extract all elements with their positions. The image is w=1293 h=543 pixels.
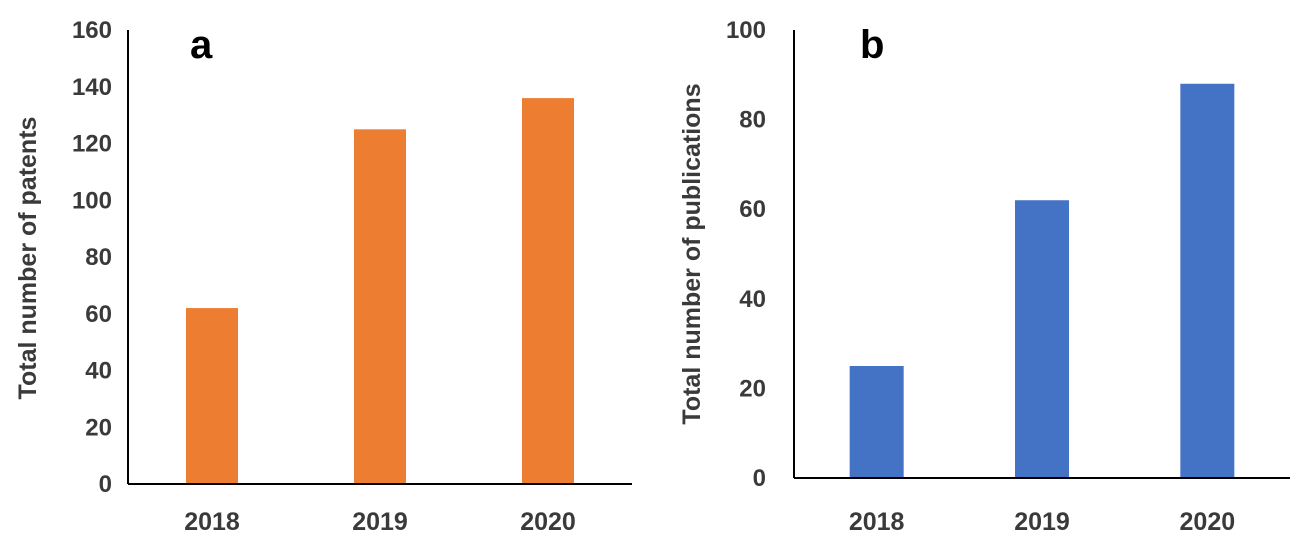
y-ticks-b: 0 20 40 60 80 100	[726, 17, 766, 492]
y-tick-label-b-2: 40	[739, 286, 766, 313]
bar-b-2019	[1015, 200, 1069, 479]
x-category-label-a-1: 2019	[352, 508, 408, 536]
y-axis-title-a: Total number of patents	[14, 117, 42, 400]
x-category-label-b-1: 2019	[1014, 508, 1070, 536]
x-category-label-a-2: 2020	[520, 508, 576, 536]
y-tick-label-a-8: 160	[72, 17, 112, 44]
y-tick-label-b-4: 80	[739, 107, 766, 134]
bars-b	[849, 83, 1235, 479]
panel-label-b: b	[860, 23, 884, 67]
x-categories-b: 2018 2019 2020	[849, 508, 1235, 536]
x-category-label-b-0: 2018	[849, 508, 905, 536]
y-tick-label-a-6: 120	[72, 131, 112, 158]
x-category-label-a-0: 2018	[184, 508, 240, 536]
y-tick-label-b-5: 100	[726, 17, 766, 44]
chart-panel-b: b Total number of publications 0 20 40 60 80…	[678, 17, 1290, 536]
y-tick-label-a-3: 60	[85, 301, 112, 328]
bar-a-2018	[186, 308, 238, 484]
y-tick-label-a-7: 140	[72, 74, 112, 101]
y-tick-label-b-3: 60	[739, 196, 766, 223]
x-categories-a: 2018 2019 2020	[184, 508, 576, 536]
bar-b-2018	[849, 366, 904, 478]
y-tick-label-a-5: 100	[72, 187, 112, 214]
bar-a-2019	[354, 129, 406, 484]
bar-b-2020	[1180, 83, 1235, 478]
y-tick-label-b-0: 0	[753, 465, 766, 492]
y-tick-label-a-4: 80	[85, 244, 112, 271]
bar-a-2020	[522, 98, 574, 484]
chart-panel-a: a Total number of patents 0 20 40 60 80 100 12…	[14, 17, 632, 536]
x-category-label-b-2: 2020	[1180, 508, 1236, 536]
y-ticks-a: 0 20 40 60 80 100 120 140 160	[72, 17, 112, 498]
y-tick-label-a-1: 20	[85, 414, 112, 441]
y-tick-label-a-2: 40	[85, 358, 112, 385]
y-axis-title-b: Total number of publications	[678, 83, 706, 424]
y-tick-label-a-0: 0	[99, 471, 112, 498]
y-tick-label-b-1: 20	[739, 375, 766, 402]
panel-label-a: a	[190, 23, 213, 67]
bars-a	[186, 98, 574, 484]
